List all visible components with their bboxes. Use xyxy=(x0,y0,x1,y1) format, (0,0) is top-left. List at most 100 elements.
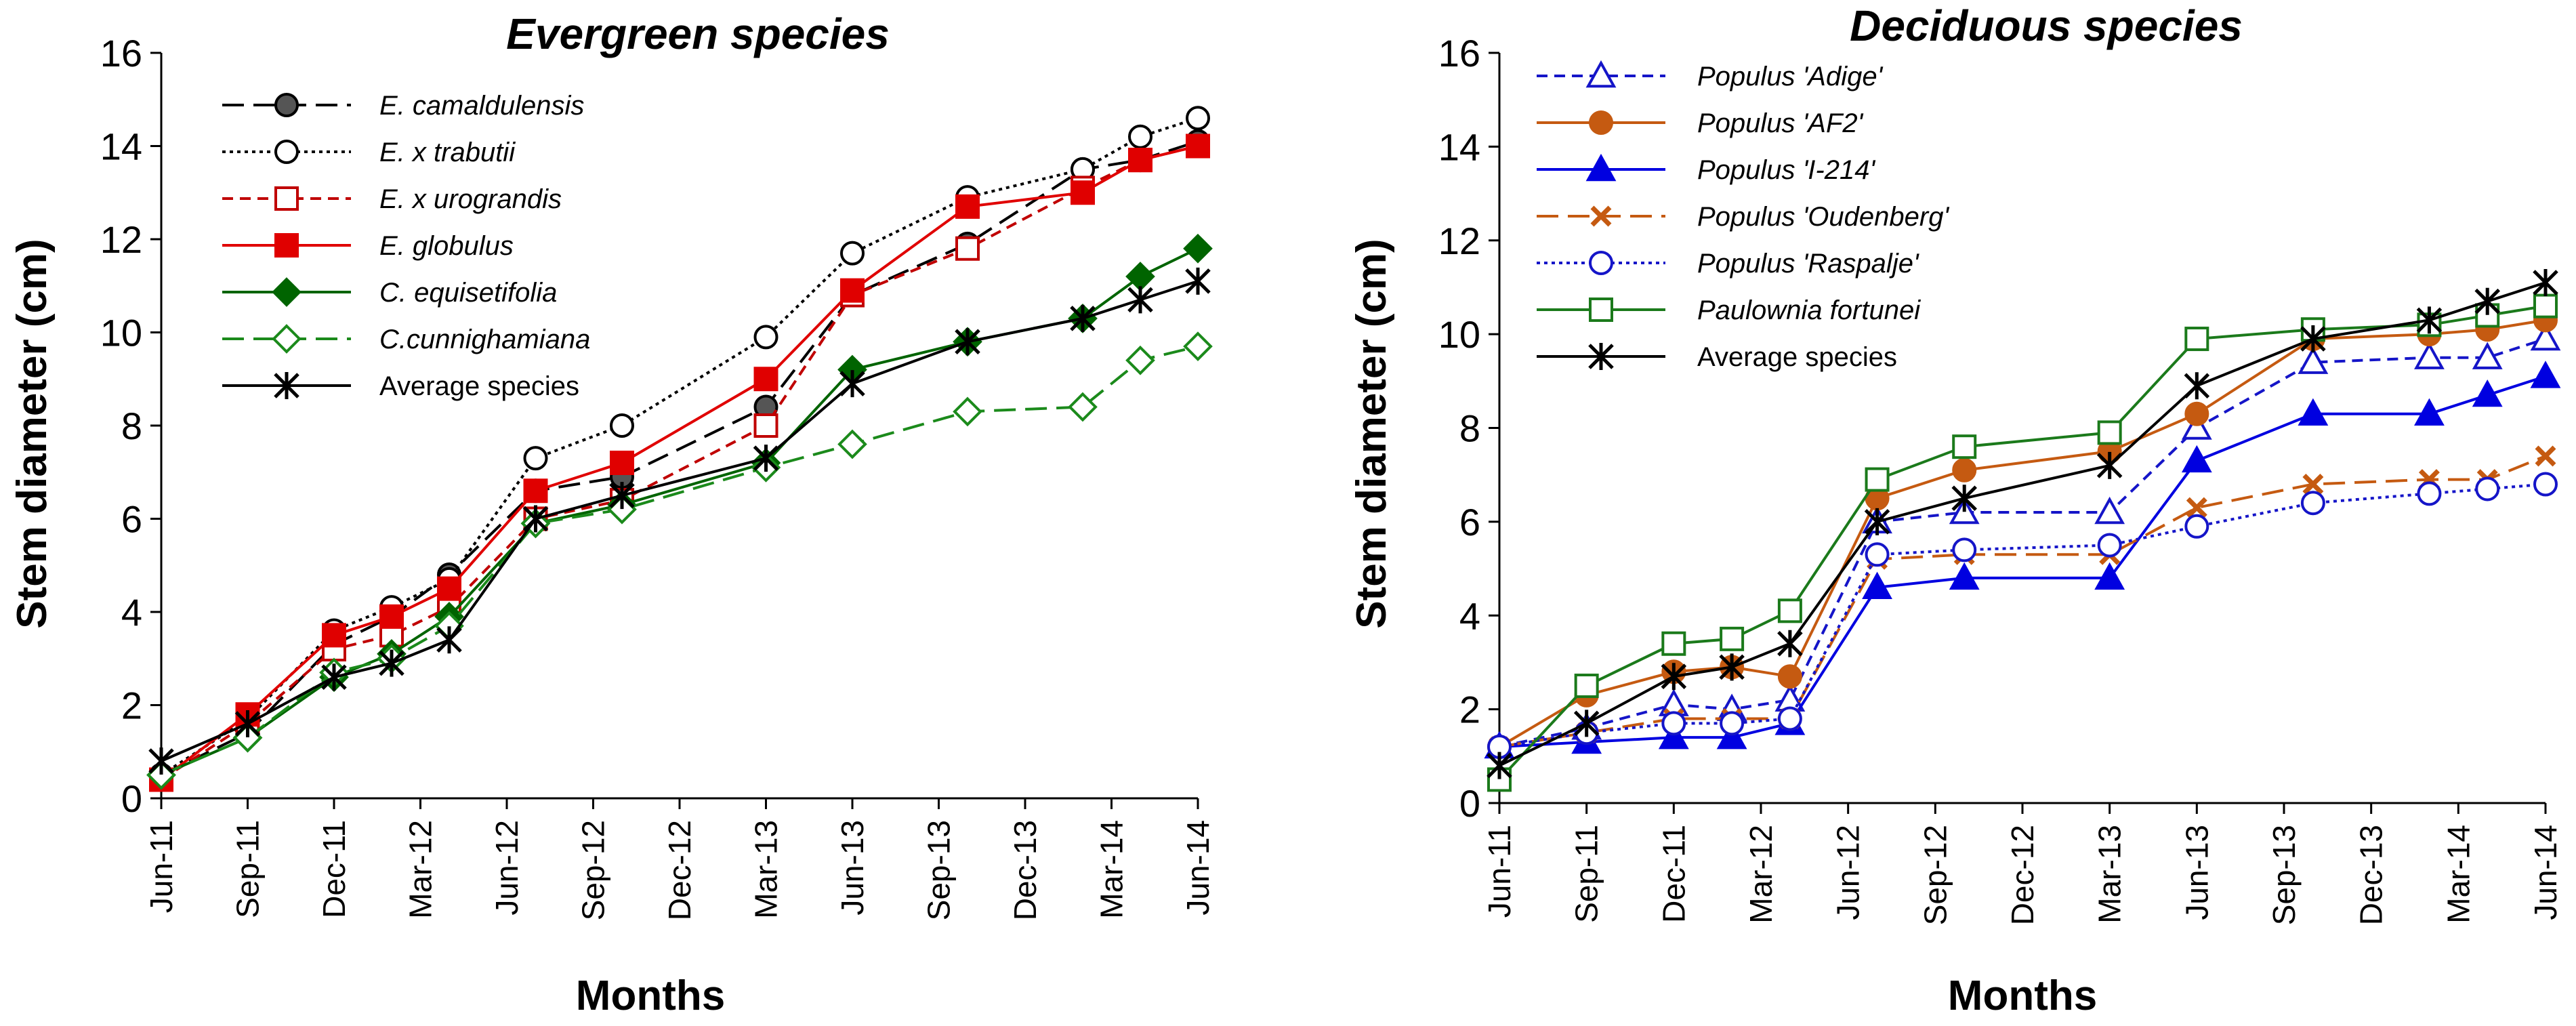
deciduous-point-populus-oudenberg xyxy=(2302,474,2324,495)
evergreen-legend-label: Average species xyxy=(379,371,579,401)
deciduous-point-populus-af2 xyxy=(1777,664,1802,689)
evergreen-title: Evergreen species xyxy=(506,9,890,58)
evergreen-point-c-cunnighamiana xyxy=(837,429,867,459)
deciduous-x-axis-title: Months xyxy=(1948,972,2097,1019)
deciduous-y-tick-label: 2 xyxy=(1459,689,1480,731)
evergreen-legend-label: E. globulus xyxy=(379,231,514,261)
evergreen-x-tick-label: Jun-14 xyxy=(1180,820,1216,916)
evergreen-x-axis-title: Months xyxy=(576,972,725,1019)
deciduous-point-populus-raspalje xyxy=(1720,711,1745,736)
evergreen-point-e-x-trabutii xyxy=(840,241,865,266)
evergreen-x-tick-label: Mar-12 xyxy=(403,820,438,919)
deciduous-legend-marker xyxy=(1589,110,1613,135)
deciduous-legend-label: Populus 'AF2' xyxy=(1697,108,1864,138)
deciduous-series-populus-adige xyxy=(1484,323,2561,759)
evergreen-point-e-globulus xyxy=(753,367,778,392)
evergreen-point-e-globulus xyxy=(379,604,404,629)
deciduous-legend-marker xyxy=(1589,297,1613,322)
deciduous-point-populus-i-214 xyxy=(1658,722,1689,750)
evergreen-point-average-species xyxy=(379,649,404,677)
evergreen-x-tick-label: Sep-12 xyxy=(576,820,611,920)
evergreen-legend-label: C. equisetifolia xyxy=(379,278,557,308)
deciduous-series-populus-raspalje xyxy=(1487,472,2558,759)
deciduous-point-populus-raspalje xyxy=(2300,491,2325,516)
deciduous-panel: Deciduous species Months Stem diameter (… xyxy=(1348,1,2563,1019)
deciduous-series-average-species xyxy=(1487,269,2558,779)
evergreen-point-average-species xyxy=(955,328,980,356)
deciduous-x-tick-label: Mar-12 xyxy=(1743,825,1779,924)
evergreen-x-tick-label: Jun-11 xyxy=(144,820,179,913)
evergreen-line-e-x-trabutii xyxy=(160,117,1199,777)
evergreen-point-average-species xyxy=(321,663,347,691)
evergreen-point-c-cunnighamiana xyxy=(1068,392,1098,422)
evergreen-legend: E. camaldulensis E. x trabutii E. x urogra… xyxy=(222,91,590,401)
deciduous-point-populus-i-214 xyxy=(1716,722,1747,750)
deciduous-y-tick-label: 6 xyxy=(1459,501,1480,543)
deciduous-point-average-species xyxy=(1719,653,1745,681)
deciduous-legend-marker xyxy=(1590,205,1612,227)
evergreen-legend-marker xyxy=(272,277,302,307)
deciduous-point-populus-i-214 xyxy=(2298,398,2329,426)
deciduous-point-average-species xyxy=(1661,663,1687,691)
deciduous-y-tick-label: 8 xyxy=(1459,407,1480,450)
evergreen-legend-label: E. camaldulensis xyxy=(379,91,584,121)
deciduous-point-paulownia-fortunei xyxy=(2184,327,2209,352)
evergreen-y-tick-label: 14 xyxy=(100,125,142,168)
deciduous-y-axis-title: Stem diameter (cm) xyxy=(1348,239,1395,628)
deciduous-point-paulownia-fortunei xyxy=(1661,631,1686,656)
deciduous-x-tick-label: Sep-13 xyxy=(2266,825,2302,925)
evergreen-line-e-x-urograndis xyxy=(160,144,1199,781)
evergreen-point-c-equisetifolia xyxy=(1125,262,1155,291)
evergreen-legend-marker xyxy=(274,140,299,164)
evergreen-point-average-species xyxy=(609,482,635,510)
deciduous-point-average-species xyxy=(2184,372,2210,400)
evergreen-point-average-species xyxy=(839,370,865,398)
evergreen-point-e-x-trabutii xyxy=(523,446,548,471)
deciduous-series-populus-i-214 xyxy=(1484,361,2561,759)
deciduous-x-tick-label: Sep-11 xyxy=(1569,825,1604,923)
deciduous-point-populus-oudenberg xyxy=(2186,497,2207,518)
deciduous-point-paulownia-fortunei xyxy=(1720,626,1745,651)
deciduous-x-tick-label: Mar-14 xyxy=(2440,825,2476,924)
evergreen-series-average-species xyxy=(148,267,1211,775)
deciduous-y-tick-label: 0 xyxy=(1459,782,1480,825)
evergreen-point-e-globulus xyxy=(322,623,346,648)
deciduous-x-tick-label: Dec-13 xyxy=(2354,825,2389,925)
deciduous-point-average-species xyxy=(2096,451,2123,479)
deciduous-point-populus-oudenberg xyxy=(2535,445,2556,467)
deciduous-x-tick-label: Jun-12 xyxy=(1831,825,1866,920)
evergreen-x-tick-label: Sep-13 xyxy=(921,820,957,920)
evergreen-point-c-equisetifolia xyxy=(1183,233,1213,264)
evergreen-y-tick-label: 8 xyxy=(121,405,142,447)
deciduous-point-populus-adige xyxy=(2298,346,2329,374)
deciduous-legend-label: Populus 'Oudenberg' xyxy=(1697,202,1949,232)
deciduous-line-populus-af2 xyxy=(1498,319,2546,748)
evergreen-point-average-species xyxy=(148,747,174,775)
evergreen-x-tick-label: Mar-13 xyxy=(749,820,784,919)
deciduous-point-populus-af2 xyxy=(2184,401,2209,426)
deciduous-point-populus-i-214 xyxy=(2530,361,2561,388)
evergreen-point-average-species xyxy=(436,626,462,654)
deciduous-x-tick-label: Sep-12 xyxy=(1917,825,1953,925)
deciduous-point-average-species xyxy=(2416,306,2443,334)
evergreen-y-axis-title: Stem diameter (cm) xyxy=(9,239,56,628)
evergreen-line-c-cunnighamiana xyxy=(161,345,1199,777)
deciduous-point-populus-raspalje xyxy=(2533,472,2558,497)
deciduous-y-tick-label: 16 xyxy=(1438,32,1480,75)
deciduous-legend-label: Paulownia fortunei xyxy=(1697,295,1921,325)
evergreen-point-c-cunnighamiana xyxy=(1125,345,1155,375)
deciduous-line-average-species xyxy=(1499,281,2546,767)
deciduous-x-tick-label: Jun-13 xyxy=(2179,825,2214,920)
deciduous-x-tick-label: Dec-12 xyxy=(2005,825,2040,925)
deciduous-point-populus-adige xyxy=(2181,412,2212,440)
deciduous-point-populus-i-214 xyxy=(2094,562,2125,590)
evergreen-x-tick-label: Jun-13 xyxy=(835,820,870,916)
deciduous-y-tick-label: 4 xyxy=(1459,594,1480,637)
deciduous-point-average-species xyxy=(2533,269,2558,297)
evergreen-point-e-x-urograndis xyxy=(955,236,980,261)
deciduous-point-average-species xyxy=(1487,752,1512,779)
evergreen-point-e-x-urograndis xyxy=(753,413,778,438)
evergreen-point-average-species xyxy=(1127,286,1153,314)
evergreen-legend-label: E. x trabutii xyxy=(379,138,516,167)
evergreen-point-e-x-trabutii xyxy=(610,413,634,438)
